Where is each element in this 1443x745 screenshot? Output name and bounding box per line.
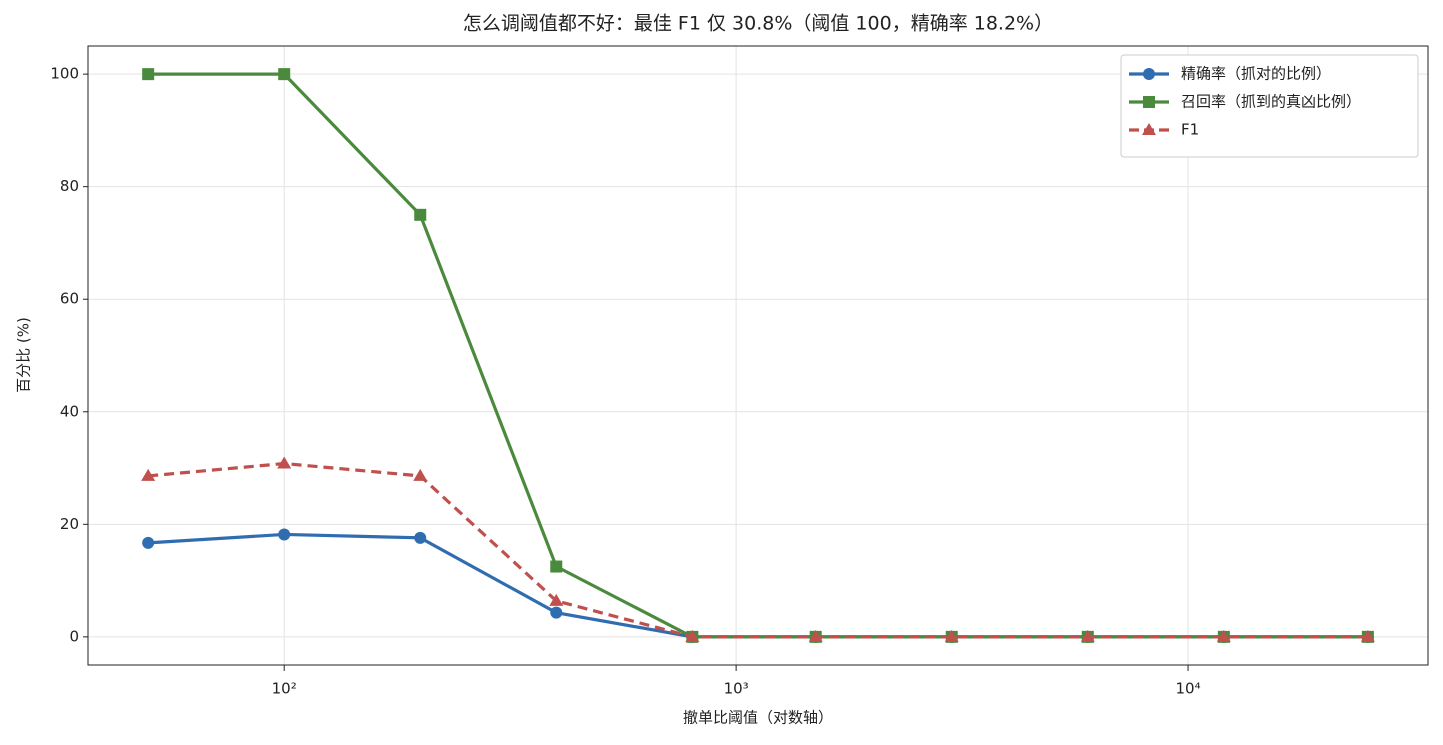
chart-title: 怎么调阈值都不好：最佳 F1 仅 30.8%（阈值 100，精确率 18.2%） [463, 13, 1053, 35]
y-tick-label: 80 [60, 177, 79, 195]
marker [278, 528, 291, 541]
x-tick-label: 10³ [724, 680, 749, 698]
plot-frame [87, 45, 1429, 666]
series-line [148, 461, 1368, 639]
marker [685, 629, 700, 642]
marker [277, 456, 292, 469]
legend-label: 召回率（抓到的真凶比例） [1181, 93, 1361, 111]
series-line [148, 532, 1368, 639]
marker [1360, 629, 1375, 642]
marker [141, 468, 156, 481]
y-axis-label: 百分比 (%) [15, 317, 33, 393]
marker [549, 593, 564, 606]
marker [414, 531, 427, 544]
series-line [148, 72, 1368, 639]
legend-marker [1143, 96, 1155, 108]
marker [550, 560, 563, 573]
marker [944, 629, 959, 642]
marker [278, 68, 291, 81]
y-tick-label: 40 [60, 402, 79, 420]
y-tick-label: 100 [50, 65, 79, 83]
series [141, 456, 1375, 642]
y-tick-label: 0 [69, 627, 79, 645]
marker [1216, 629, 1231, 642]
x-tick-label: 10⁴ [1175, 680, 1200, 698]
y-tick-label: 20 [60, 515, 79, 533]
marker [1080, 629, 1095, 642]
y-tick-label: 60 [60, 290, 79, 308]
marker [142, 68, 155, 81]
marker [414, 208, 427, 221]
legend-label: 精确率（抓对的比例） [1181, 65, 1331, 83]
marker [142, 536, 155, 549]
marker [550, 606, 563, 619]
marker [413, 468, 428, 481]
legend-label: F1 [1181, 121, 1199, 139]
x-tick-label: 10² [272, 680, 297, 698]
series [142, 528, 1374, 643]
legend-box [1120, 54, 1419, 158]
x-axis-label: 撤单比阈值（对数轴） [683, 709, 833, 727]
marker [808, 629, 823, 642]
legend-marker [1142, 123, 1156, 135]
legend-marker [1143, 68, 1155, 80]
